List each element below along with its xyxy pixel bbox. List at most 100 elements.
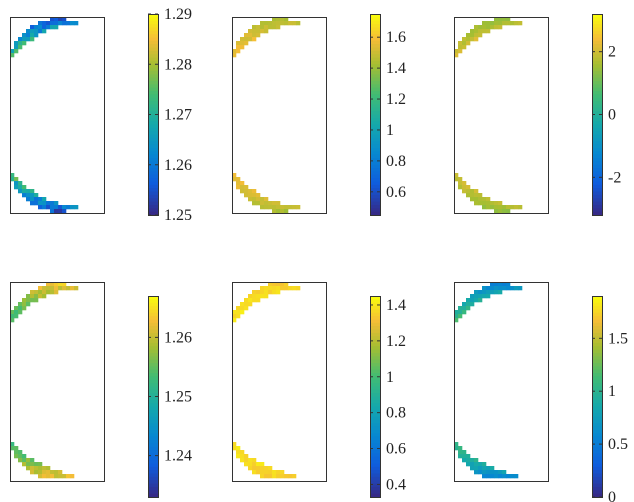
axes-frame	[10, 282, 105, 482]
heatmap-cell	[462, 454, 467, 459]
colorbar-swatch	[592, 111, 602, 116]
colorbar-swatch	[148, 376, 158, 381]
colorbar-tick-label: 1.2	[386, 91, 406, 108]
heatmap-cell	[458, 306, 463, 311]
colorbar-swatch	[148, 34, 158, 39]
heatmap-cell	[244, 33, 249, 38]
colorbar-swatch	[370, 148, 380, 152]
heatmap-cell	[58, 21, 63, 26]
heatmap-cell	[268, 21, 273, 26]
heatmap-cell	[252, 189, 257, 194]
heatmap-cell	[42, 294, 47, 299]
heatmap-cell	[486, 474, 491, 479]
heatmap-cell	[276, 205, 281, 210]
colorbar-swatch	[592, 208, 602, 213]
colorbar-swatch	[148, 403, 158, 408]
heatmap-cell	[46, 474, 51, 479]
colorbar-swatch	[148, 322, 158, 327]
colorbar-swatch	[148, 97, 158, 102]
colorbar-swatch	[148, 121, 158, 126]
heatmap-cell	[252, 298, 257, 303]
heatmap-cell	[42, 466, 47, 471]
colorbar-tick-label: 1	[608, 383, 616, 400]
heatmap-cell	[260, 205, 265, 210]
colorbar-swatch	[370, 14, 380, 18]
heatmap-cell	[276, 201, 281, 206]
colorbar-swatch	[148, 309, 158, 314]
heatmap-cell	[248, 466, 253, 471]
heatmap-cell	[34, 298, 39, 303]
heatmap-cell	[470, 458, 475, 463]
colorbar-swatch	[370, 339, 380, 344]
colorbar-swatch	[592, 77, 602, 82]
heatmap-cell	[276, 25, 281, 30]
heatmap-cell	[236, 185, 241, 190]
colorbar-swatch	[148, 450, 158, 455]
heatmap-cell	[46, 25, 51, 30]
colorbar-swatch	[148, 426, 158, 431]
colorbar-swatch	[592, 463, 602, 468]
heatmap-cell	[518, 205, 523, 210]
heatmap-cell	[30, 466, 35, 471]
colorbar-swatch	[370, 184, 380, 189]
heatmap-cell	[486, 29, 491, 34]
heatmap-cell	[260, 29, 265, 34]
colorbar-swatch	[592, 87, 602, 92]
heatmap-cell	[272, 209, 277, 214]
colorbar-swatch	[592, 450, 602, 455]
colorbar	[148, 14, 158, 216]
heatmap-cell	[26, 302, 31, 307]
heatmap-cell	[458, 181, 463, 186]
colorbar-swatch	[370, 211, 380, 216]
heatmap-cell	[284, 209, 289, 214]
heatmap-cell	[296, 21, 301, 26]
colorbar	[370, 14, 380, 216]
colorbar-swatch	[370, 174, 380, 179]
heatmap-cell	[268, 205, 273, 210]
colorbar-swatch	[370, 426, 380, 431]
heatmap-cell	[474, 470, 479, 475]
heatmap-cell	[474, 29, 479, 34]
colorbar-swatch	[148, 406, 158, 411]
colorbar-swatch	[592, 359, 602, 364]
colorbar-swatch	[592, 47, 602, 52]
heatmap-cell	[62, 286, 67, 291]
colorbar-swatch	[592, 306, 602, 310]
colorbar-swatch	[592, 137, 602, 142]
heatmap-cell	[34, 470, 39, 475]
colorbar	[148, 296, 158, 498]
heatmap-cell	[272, 21, 277, 26]
colorbar-swatch	[592, 453, 602, 458]
colorbar-swatch	[370, 144, 380, 149]
heatmap-cell	[22, 193, 27, 198]
heatmap-cell	[486, 470, 491, 475]
colorbar-swatch	[148, 198, 158, 203]
colorbar-swatch	[592, 319, 602, 324]
colorbar-tick-label: 0.4	[386, 476, 406, 493]
heatmap-cell	[50, 25, 55, 30]
heatmap-cell	[506, 17, 511, 22]
colorbar-swatch	[592, 151, 602, 156]
heatmap-cell	[248, 189, 253, 194]
heatmap-cell	[276, 470, 281, 475]
colorbar-swatch	[592, 352, 602, 357]
heatmap-cell	[256, 25, 261, 30]
heatmap-cell	[458, 446, 463, 451]
heatmap-cell	[498, 282, 503, 287]
heatmap-cell	[494, 470, 499, 475]
colorbar-swatch	[370, 178, 380, 183]
colorbar-swatch	[148, 191, 158, 196]
heatmap-cell	[58, 282, 63, 287]
colorbar-swatch	[592, 158, 602, 162]
colorbar-swatch	[370, 201, 380, 206]
heatmap-cell	[74, 21, 79, 26]
heatmap-cell	[288, 474, 293, 479]
heatmap-cell	[470, 193, 475, 198]
heatmap-cell	[62, 205, 67, 210]
heatmap-cell	[256, 462, 261, 467]
colorbar-swatch	[148, 349, 158, 354]
colorbar-swatch	[592, 148, 602, 152]
heatmap-cell	[38, 201, 43, 206]
heatmap-cell	[506, 286, 511, 291]
heatmap-cell	[490, 282, 495, 287]
